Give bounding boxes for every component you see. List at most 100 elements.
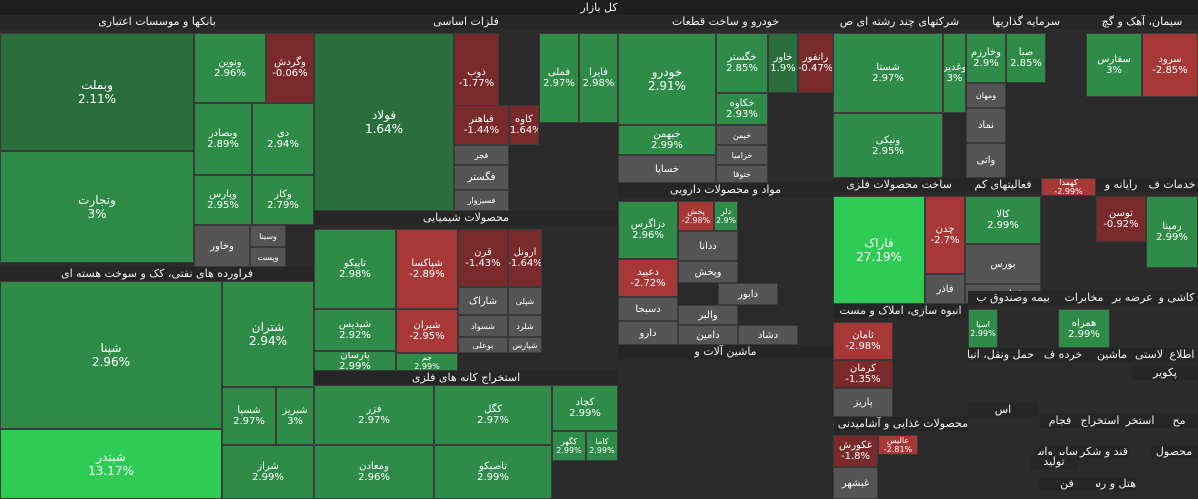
symbol-tile[interactable]: فملی 2.97% [539,33,579,123]
sector-title[interactable]: عرضه بر [1110,291,1155,305]
sector-title[interactable]: فجام [1040,414,1080,428]
symbol-tile[interactable]: والبر [678,305,738,325]
sector-title[interactable]: محصولات غذایی و آشامیدنی به جز قند و [833,417,968,431]
symbol-tile[interactable]: نماد [966,108,1006,143]
symbol-tile[interactable]: دزاگرس 2.96% [618,201,678,259]
symbol-tile[interactable]: ختوقا [716,165,768,183]
symbol-tile[interactable]: دی 2.94% [252,103,314,175]
symbol-tile[interactable]: واتی [966,143,1006,178]
symbol-tile[interactable]: شلرد [508,315,542,337]
symbol-tile[interactable]: خاور 1.9% [768,33,798,93]
sector-title[interactable]: شرکتهای چند رشته ای ص [833,15,966,29]
symbol-tile[interactable]: ارونل -1.64% [508,229,542,287]
sector-title[interactable]: تولید [1030,455,1078,469]
symbol-tile[interactable]: شسواد [458,315,508,337]
symbol-tile[interactable]: جم 2.99% [396,353,458,371]
sector-title[interactable]: رایانه و [1096,178,1146,192]
symbol-tile[interactable]: سرود -2.85% [1142,33,1198,97]
symbol-tile[interactable]: شبریز 3% [276,387,314,445]
symbol-tile[interactable]: تاپیکو 2.98% [314,229,396,309]
symbol-tile[interactable]: فجر [454,145,509,165]
symbol-tile[interactable]: وپخش [678,261,738,283]
symbol-tile[interactable]: شاراک [458,287,508,315]
symbol-tile[interactable]: شپاکسا -2.89% [396,229,458,309]
sector-title[interactable]: سرمایه گذاریها [966,15,1086,29]
sector-title[interactable]: فن [1038,477,1096,491]
symbol-tile[interactable]: ونوین 2.96% [194,33,266,103]
symbol-tile[interactable]: ومهان [966,83,1006,108]
symbol-tile[interactable]: وخاور [194,225,250,267]
symbol-tile[interactable]: وسینا [250,225,286,247]
symbol-tile[interactable]: وبصادر 2.89% [194,103,252,175]
sector-title[interactable]: محصولات شیمیایی [314,211,618,225]
symbol-tile[interactable]: وکار 2.79% [252,175,314,225]
symbol-tile[interactable]: وگردش -0.06% [266,33,314,103]
symbol-tile[interactable]: کالا 2.99% [965,196,1041,244]
sector-title[interactable]: مخابرات [1058,291,1110,305]
sector-title[interactable]: پکویر [1132,366,1198,380]
symbol-tile[interactable]: وپارس 2.95% [194,175,252,225]
sector-title[interactable]: حمل ونقل، انبا [968,348,1034,362]
symbol-tile[interactable]: فزر 2.97% [314,385,434,445]
symbol-tile[interactable]: دسبحا [618,297,678,321]
symbol-tile[interactable]: قرن -1.43% [458,229,508,287]
sector-title[interactable]: استخراج [1080,414,1120,428]
symbol-tile[interactable]: پخش -2.98% [678,201,714,231]
symbol-tile[interactable]: وتجارت 3% [0,151,194,263]
symbol-tile[interactable]: شپنا 2.96% [0,281,222,429]
symbol-tile[interactable]: سفارس 3% [1086,33,1142,97]
symbol-tile[interactable]: دلر 2.9% [714,201,738,231]
sector-title[interactable]: قند و شکر [1078,445,1130,459]
symbol-tile[interactable]: فایرا 2.98% [579,33,618,123]
symbol-tile[interactable]: شسپا 2.97% [222,387,276,445]
symbol-tile[interactable]: چدن -2.7% [925,196,965,274]
symbol-tile[interactable]: ونیکی 2.95% [833,113,943,178]
symbol-tile[interactable]: خکاوه 2.93% [716,93,768,125]
symbol-tile[interactable]: وخارزم 2.9% [966,33,1006,83]
symbol-tile[interactable]: رانفور -0.47% [798,33,833,93]
sector-title[interactable]: استخراج کانه های فلزی [314,371,618,385]
sector-title[interactable]: مح [1160,414,1198,428]
symbol-tile[interactable]: دامین [678,325,738,345]
sector-title[interactable]: خدمات ف [1146,178,1198,192]
symbol-tile[interactable]: خساپا [618,155,716,183]
symbol-tile[interactable]: وپست [250,247,286,267]
sector-title[interactable]: محصول [1150,445,1198,459]
symbol-tile[interactable]: فاذر [925,274,965,304]
symbol-tile[interactable]: تاصیکو 2.99% [434,445,552,499]
symbol-tile[interactable]: کرمان -1.35% [833,360,893,388]
symbol-tile[interactable]: رمپنا 2.99% [1146,196,1198,268]
symbol-tile[interactable]: عالیس -2.81% [878,435,918,455]
symbol-tile[interactable]: شپلی [508,287,542,315]
symbol-tile[interactable]: بوعلی [458,337,508,353]
sector-title[interactable]: ماشین آلات و [618,345,833,359]
symbol-tile[interactable]: پاریز [833,388,893,417]
symbol-tile[interactable]: فسبزوار [454,190,509,211]
sector-title[interactable]: ماشین [1092,348,1132,362]
sector-title[interactable]: بیمه وصندوق ب [968,291,1058,305]
symbol-tile[interactable]: فگستر [454,165,509,190]
symbol-tile[interactable]: وغدیر 3% [943,33,966,113]
symbol-tile[interactable]: اسیا 2.99% [968,309,998,348]
symbol-tile[interactable]: خبهمن 2.99% [618,125,716,155]
sector-title[interactable]: فلزات اساسی [314,15,618,29]
symbol-tile[interactable]: دارو [618,321,678,345]
sector-title[interactable]: فراورده های نفتی، کک و سوخت هسته ای [0,267,314,281]
symbol-tile[interactable]: ثامان -2.98% [833,322,893,360]
symbol-tile[interactable]: دعبید -2.72% [618,259,678,297]
symbol-tile[interactable]: کگهر 2.99% [552,431,586,461]
symbol-tile[interactable]: وبملت 2.11% [0,33,194,151]
sector-title[interactable]: بانکها و موسسات اعتباری [0,15,314,29]
symbol-tile[interactable]: همراه 2.99% [1058,309,1110,348]
symbol-tile[interactable]: فاراک 27.19% [833,196,925,304]
sector-title[interactable]: ساخت محصولات فلزی [833,178,965,192]
symbol-tile[interactable]: شتران 2.94% [222,281,314,387]
sector-title[interactable]: خرده ف [1034,348,1092,362]
symbol-tile[interactable]: کچاد 2.99% [552,385,618,431]
sector-title[interactable]: انبوه سازی، املاک و مست [833,304,968,318]
symbol-tile[interactable]: توسن -0.92% [1096,196,1146,242]
symbol-tile[interactable]: دشاد [738,325,798,345]
symbol-tile[interactable]: پارسان 2.99% [314,351,396,371]
symbol-tile[interactable]: کهمدا -2.99% [1041,178,1096,196]
sector-title[interactable]: فعالیتهای کم [965,178,1041,192]
